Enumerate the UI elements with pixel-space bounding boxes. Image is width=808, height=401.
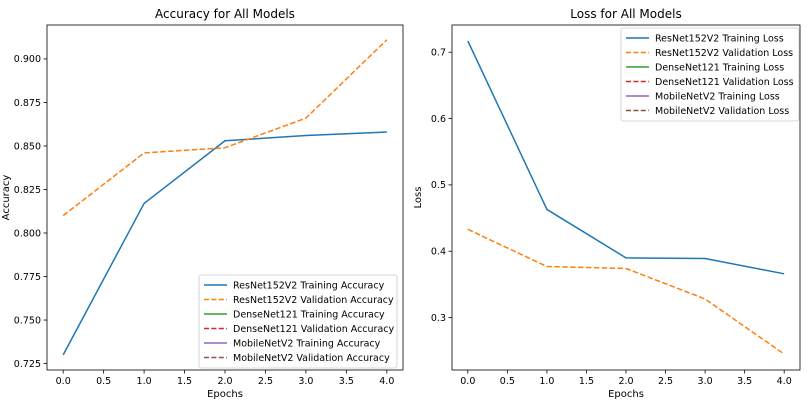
chart-0-xtick-label: 2.5: [258, 376, 273, 387]
chart-0-xtick-label: 3.0: [298, 376, 313, 387]
chart-1-legend-label-4: MobileNetV2 Training Loss: [655, 91, 780, 102]
chart-0-legend-label-3: DenseNet121 Validation Accuracy: [233, 324, 394, 335]
chart-0-ytick-label: 0.750: [14, 315, 41, 326]
accuracy-chart: 0.0 0.5 1.0 1.5 2.0 2.5 3.0 3.5 4.0 0.725 0.750 0.7…: [1, 7, 404, 400]
chart-0-xtick-label: 1.5: [177, 376, 192, 387]
chart-1-xtick-label: 0.5: [500, 376, 515, 387]
chart-1-xtick-label: 1.5: [579, 376, 594, 387]
chart-1-xtick-label: 0.0: [460, 376, 475, 387]
chart-1-legend-label-2: DenseNet121 Training Loss: [655, 62, 784, 73]
chart-0-legend: ResNet152V2 Training Accuracy ResNet152V2…: [198, 274, 398, 369]
chart-1-ytick-label: 0.5: [431, 180, 446, 191]
chart-0-xtick-label: 0.0: [56, 376, 71, 387]
chart-1-xtick-label: 3.5: [737, 376, 752, 387]
chart-0-series-line-1: [62, 39, 388, 217]
chart-0-xtick-label: 1.0: [137, 376, 152, 387]
chart-1-legend-box: [620, 27, 800, 122]
chart-0-ytick-label: 0.775: [14, 272, 41, 283]
chart-1-xtick-label: 4.0: [777, 376, 792, 387]
chart-0-legend-label-0: ResNet152V2 Training Accuracy: [233, 280, 385, 291]
chart-1-xtick-label: 3.0: [698, 376, 713, 387]
loss-chart: 0.0 0.5 1.0 1.5 2.0 2.5 3.0 3.5 4.0 0.3 0.4 0.5 0.6 0…: [413, 7, 801, 400]
chart-1-xtick-label: 1.0: [539, 376, 554, 387]
chart-0-legend-label-1: ResNet152V2 Validation Accuracy: [233, 295, 394, 306]
chart-0-xtick-label: 4.0: [379, 376, 394, 387]
chart-0-legend-box: [198, 274, 398, 369]
chart-0-xtick-label: 2.0: [217, 376, 232, 387]
chart-1-legend-label-0: ResNet152V2 Training Loss: [655, 33, 784, 44]
chart-1-xtick-label: 2.0: [618, 376, 633, 387]
chart-0-ytick-label: 0.825: [14, 185, 41, 196]
chart-1-series-line-1: [467, 228, 785, 355]
chart-0-title: Accuracy for All Models: [155, 7, 295, 21]
chart-1-ytick-label: 0.4: [431, 247, 446, 258]
chart-0-ytick-label: 0.725: [14, 359, 41, 370]
chart-1-title: Loss for All Models: [570, 7, 681, 21]
chart-0-xtick-label: 0.5: [96, 376, 111, 387]
chart-0-legend-label-4: MobileNetV2 Training Accuracy: [233, 338, 381, 349]
chart-0-xtick-label: 3.5: [339, 376, 354, 387]
chart-1-ytick-label: 0.6: [431, 114, 446, 125]
chart-0-legend-label-2: DenseNet121 Training Accuracy: [233, 309, 385, 320]
chart-0-xlabel: Epochs: [207, 389, 243, 400]
chart-1-ylabel: Loss: [413, 187, 424, 209]
chart-1-ytick-label: 0.3: [431, 313, 446, 324]
chart-0-ylabel: Accuracy: [1, 175, 12, 221]
chart-0-ytick-label: 0.900: [14, 54, 41, 65]
chart-1-ytick-label: 0.7: [431, 48, 446, 59]
chart-1-legend-label-5: MobileNetV2 Validation Loss: [655, 106, 789, 117]
chart-1-legend-label-1: ResNet152V2 Validation Loss: [655, 48, 793, 59]
chart-1-xlabel: Epochs: [608, 389, 644, 400]
chart-1-xtick-label: 2.5: [658, 376, 673, 387]
chart-0-legend-label-5: MobileNetV2 Validation Accuracy: [233, 353, 390, 364]
chart-0-ytick-label: 0.850: [14, 141, 41, 152]
chart-1-legend-label-3: DenseNet121 Validation Loss: [655, 77, 794, 88]
chart-0-ytick-label: 0.875: [14, 98, 41, 109]
chart-0-ytick-label: 0.800: [14, 228, 41, 239]
chart-1-legend: ResNet152V2 Training Loss ResNet152V2 Val…: [620, 27, 800, 122]
